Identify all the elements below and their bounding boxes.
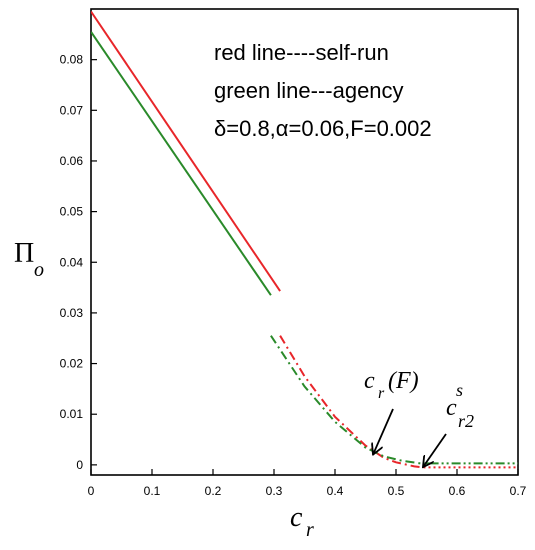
x-tick-label: 0	[88, 484, 95, 498]
y-tick-label: 0.06	[60, 154, 84, 168]
y-tick-label: 0.02	[60, 357, 84, 371]
plot-frame	[90, 8, 519, 476]
y-tick-label: 0.08	[60, 53, 84, 67]
x-tick-label: 0.7	[510, 484, 527, 498]
x-tick-label: 0.4	[327, 484, 344, 498]
y-axis-ticks: 0 0.01 0.02 0.03 0.04 0.05 0.06 0.07 0.08	[60, 53, 97, 472]
series-2-dashdot-segment	[270, 335, 430, 465]
annotation-crf-symbol: c	[364, 368, 375, 394]
annotation-crs-subscript: r2	[458, 411, 474, 431]
annotation-crf-tail: (F)	[388, 368, 419, 394]
legend-line-2: green line---agency	[214, 78, 404, 103]
y-tick-label: 0.05	[60, 205, 84, 219]
y-tick-label: 0	[76, 458, 83, 472]
y-tick-label: 0.07	[60, 103, 84, 117]
x-axis-label-subscript: r	[306, 519, 314, 541]
x-axis-ticks: 0 0.1 0.2 0.3 0.4 0.5 0.6 0.7	[88, 469, 527, 498]
annotation-crs-arrow	[424, 433, 447, 466]
x-axis-label: c	[290, 502, 303, 533]
x-tick-label: 0.3	[266, 484, 283, 498]
annotation-crf-subscript: r	[378, 385, 385, 402]
series-1-dashdot-segment	[279, 335, 424, 469]
x-tick-label: 0.1	[144, 484, 161, 498]
annotation-crs-superscript: s	[456, 380, 463, 400]
series-1-solid-segment	[91, 10, 281, 292]
x-tick-label: 0.6	[449, 484, 466, 498]
y-axis-label: Π	[14, 238, 34, 269]
series-2-solid-segment	[91, 31, 272, 296]
y-tick-label: 0.03	[60, 306, 84, 320]
x-tick-label: 0.5	[388, 484, 405, 498]
legend-line-1: red line----self-run	[214, 40, 389, 65]
x-tick-label: 0.2	[205, 484, 222, 498]
y-axis-label-subscript: o	[34, 259, 44, 281]
y-tick-label: 0.04	[60, 255, 84, 269]
annotation-crf-arrow	[373, 408, 394, 454]
legend-line-3: δ=0.8,α=0.06,F=0.002	[214, 116, 432, 141]
annotation-crs-symbol: c	[446, 395, 457, 421]
y-tick-label: 0.01	[60, 407, 84, 421]
